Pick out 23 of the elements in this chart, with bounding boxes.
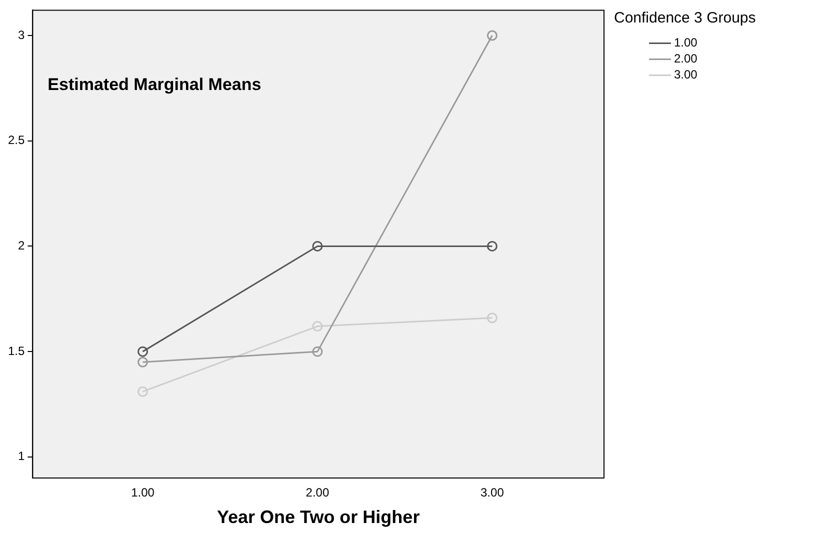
point	[138, 346, 148, 357]
point	[486, 312, 498, 324]
point	[486, 240, 498, 252]
point	[138, 386, 148, 397]
x-tick-label: 1.00	[131, 486, 155, 500]
point	[312, 346, 323, 357]
y-tick-label: 2.5	[8, 133, 25, 148]
y-tick-label: 1.5	[8, 344, 25, 358]
legend-title: Confidence 3 Groups	[614, 9, 756, 26]
x-axis-title: Year One Two or Higher	[216, 507, 420, 528]
y-tick-label: 2	[18, 238, 25, 253]
point	[312, 321, 323, 332]
legend-label: 1.00	[674, 36, 698, 50]
legend-label: 3.00	[674, 68, 698, 82]
point	[138, 356, 148, 368]
x-tick-label: 2.00	[306, 486, 330, 500]
point	[312, 240, 323, 252]
y-tick-label: 1	[18, 449, 25, 464]
text: Estimated Marginal Means	[48, 74, 262, 94]
y-tick-label: 3	[18, 28, 25, 42]
point	[486, 30, 498, 41]
legend-label: 2.00	[674, 52, 698, 66]
x-tick-label: 3.00	[480, 486, 504, 500]
